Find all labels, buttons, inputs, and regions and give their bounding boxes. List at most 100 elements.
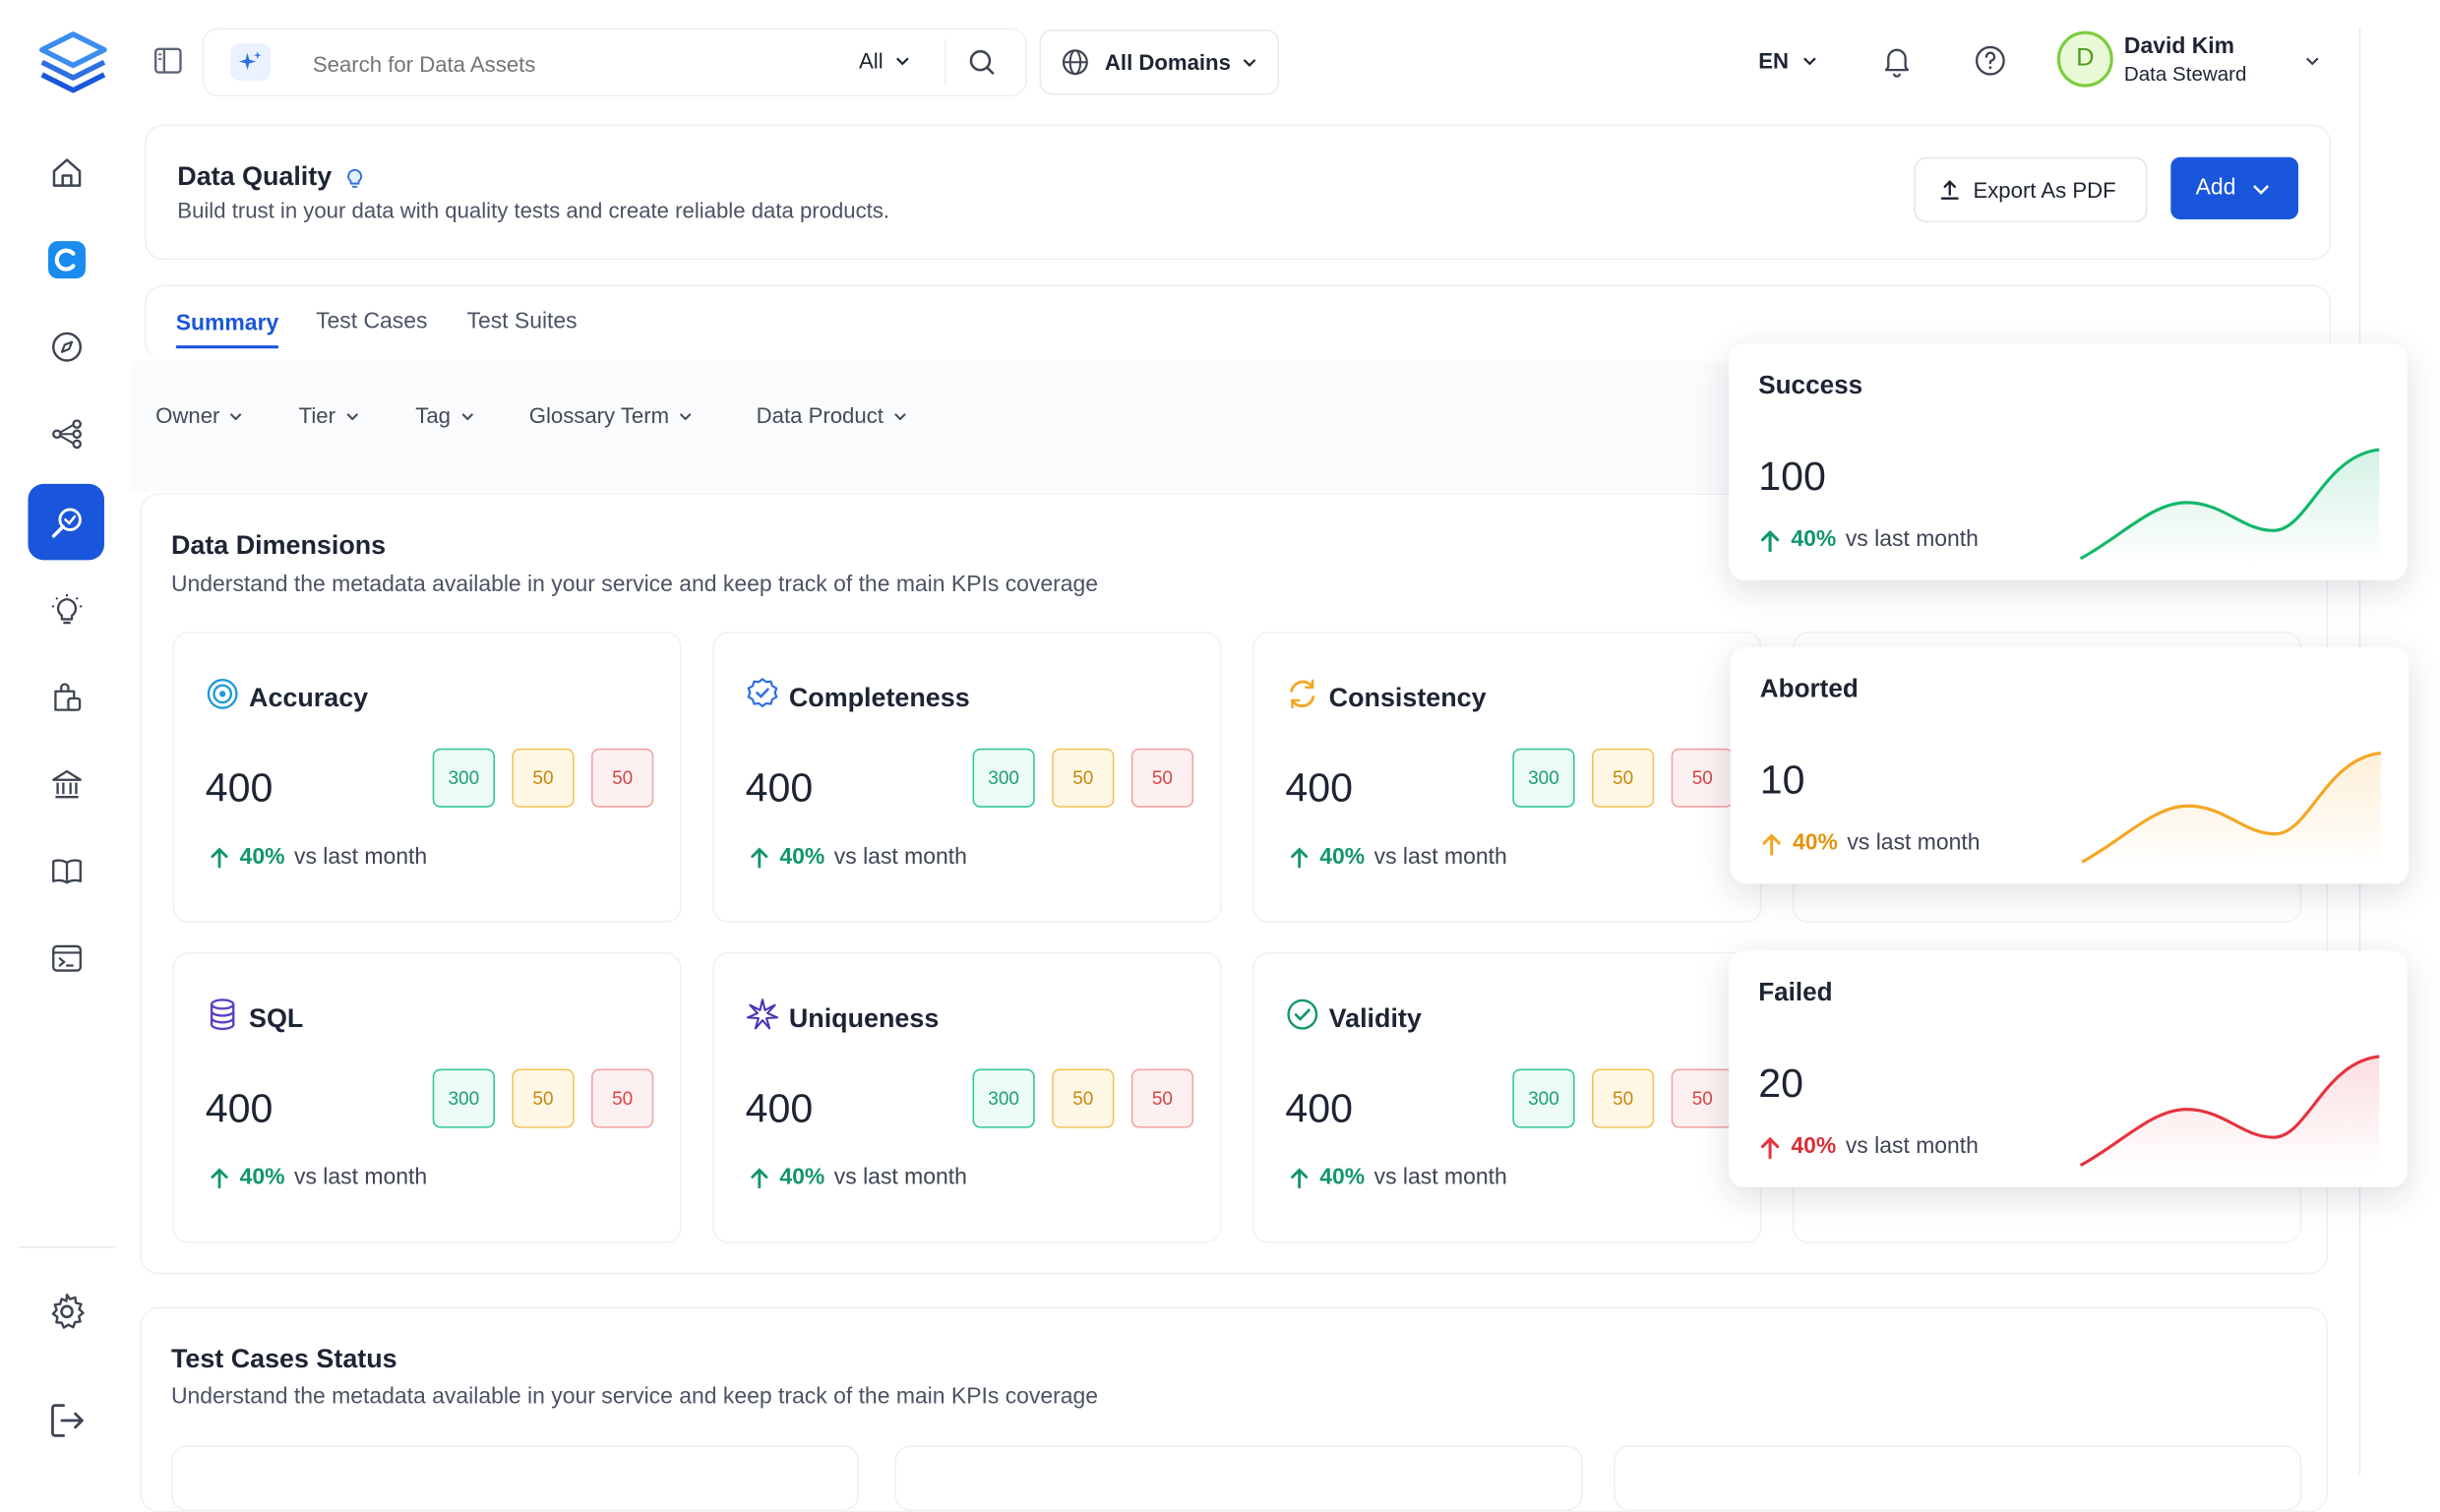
status-value: 20: [1758, 1059, 1803, 1107]
chevron-down-icon: [345, 412, 358, 420]
compass-icon: [51, 331, 82, 361]
success-count-chip: 300: [1512, 1068, 1575, 1128]
search-icon: [969, 49, 995, 75]
trend-row: 40% vs last month: [1760, 831, 1981, 856]
status-card-placeholder: [894, 1445, 1583, 1511]
bank-icon: [51, 769, 82, 798]
help-circle-icon: [1975, 45, 2005, 76]
filter-owner[interactable]: Owner: [155, 403, 245, 428]
filter-tag[interactable]: Tag: [415, 403, 475, 428]
tab-summary[interactable]: Summary: [175, 310, 279, 349]
avatar: D: [2056, 30, 2113, 88]
success-count-chip: 300: [432, 1068, 495, 1128]
sidebar-item-collate[interactable]: [28, 221, 103, 297]
tab-summary-label: Summary: [175, 311, 279, 336]
arrow-up-icon: [1760, 1136, 1780, 1159]
sidebar-item-governance[interactable]: [28, 746, 103, 821]
toggle-sidebar-button[interactable]: [152, 45, 184, 77]
aborted-count-chip: 50: [1052, 1068, 1115, 1128]
tab-test-cases[interactable]: Test Cases: [316, 310, 427, 334]
tab-test-cases-label: Test Cases: [316, 309, 428, 335]
page-title-text: Data Quality: [177, 161, 333, 192]
domain-selector[interactable]: All Domains: [1039, 30, 1280, 95]
chevron-down-icon: [2253, 185, 2270, 195]
aborted-count-chip: 50: [512, 1068, 575, 1128]
search-input[interactable]: [309, 44, 829, 83]
page-header: Data Quality Build trust in your data wi…: [145, 124, 2332, 261]
app-logo[interactable]: [37, 31, 109, 100]
dimension-total: 400: [205, 1084, 274, 1131]
trend-compare: vs last month: [1373, 1165, 1507, 1190]
export-pdf-label: Export As PDF: [1973, 177, 2116, 203]
dimension-card-validity[interactable]: Validity 400 300 50 50 40% vs last month: [1252, 951, 1762, 1243]
trend-percent: 40%: [1319, 1165, 1366, 1190]
language-dropdown[interactable]: EN: [1758, 48, 1819, 73]
chevron-down-icon: [893, 412, 906, 420]
tab-test-suites-label: Test Suites: [466, 309, 578, 335]
dimension-card-uniqueness[interactable]: Uniqueness 400 300 50 50 40% vs last mon…: [712, 951, 1222, 1243]
sidebar-item-insights[interactable]: [28, 571, 103, 646]
bell-icon: [1884, 48, 1910, 78]
add-label: Add: [2195, 175, 2236, 202]
sidebar-item-explore[interactable]: [28, 308, 103, 384]
search-button[interactable]: [966, 46, 998, 78]
sidebar-item-marketplace[interactable]: [28, 658, 103, 734]
chevron-down-icon: [679, 412, 692, 420]
failed-sparkline: [2079, 1055, 2380, 1172]
dimension-name: Validity: [1328, 1003, 1422, 1034]
search-bar: All: [202, 28, 1027, 97]
sidebar-item-data-quality[interactable]: [28, 483, 104, 561]
trend-compare: vs last month: [1373, 844, 1507, 871]
dimension-name: Completeness: [788, 683, 970, 713]
help-button[interactable]: [1973, 43, 2007, 78]
user-menu[interactable]: D David Kim Data Steward: [2056, 30, 2335, 91]
status-card-placeholder: [1614, 1445, 2302, 1511]
sidebar-item-glossary[interactable]: [28, 832, 103, 908]
dimension-name: SQL: [249, 1003, 304, 1034]
success-count-chip: 300: [432, 748, 495, 808]
filter-glossary-term[interactable]: Glossary Term: [529, 403, 695, 428]
tab-test-suites[interactable]: Test Suites: [466, 310, 577, 334]
tab-active-indicator: [175, 345, 279, 349]
filter-data-product[interactable]: Data Product: [757, 403, 909, 428]
add-button[interactable]: Add: [2170, 156, 2299, 220]
search-divider: [945, 38, 946, 86]
sidebar-item-home[interactable]: [28, 134, 103, 210]
sidebar-item-logout[interactable]: [28, 1381, 103, 1457]
status-card-success[interactable]: Success 100 40% vs last month: [1729, 343, 2408, 580]
dimension-card-completeness[interactable]: Completeness 400 300 50 50 40% vs last m…: [712, 632, 1222, 923]
sidebar-item-query[interactable]: [28, 920, 103, 996]
filter-glossary-term-label: Glossary Term: [528, 402, 670, 428]
export-pdf-button[interactable]: Export As PDF: [1914, 156, 2148, 223]
notifications-button[interactable]: [1880, 43, 1915, 78]
search-scope-dropdown[interactable]: All: [859, 48, 911, 73]
success-count-chip: 300: [1512, 748, 1575, 808]
dimension-card-consistency[interactable]: Consistency 400 300 50 50 40% vs last mo…: [1252, 632, 1762, 923]
chevron-down-icon: [460, 412, 473, 420]
dimension-total: 400: [1285, 763, 1354, 812]
book-open-icon: [51, 858, 82, 883]
sidebar-item-lineage[interactable]: [28, 395, 103, 471]
arrow-up-icon: [751, 847, 768, 869]
trend-row: 40% vs last month: [749, 1166, 967, 1190]
aborted-count-chip: 50: [1591, 1068, 1655, 1128]
trend-compare: vs last month: [1847, 830, 1981, 856]
sparkles-icon: [238, 51, 262, 71]
lightbulb-icon[interactable]: [342, 165, 367, 190]
failed-count-chip: 50: [591, 1068, 654, 1128]
status-card-failed[interactable]: Failed 20 40% vs last month: [1729, 950, 2408, 1187]
success-count-chip: 300: [972, 748, 1035, 808]
trend-percent: 40%: [779, 844, 825, 871]
ai-search-button[interactable]: [230, 43, 272, 82]
dimension-total: 400: [745, 1084, 814, 1131]
dimension-card-sql[interactable]: SQL 400 300 50 50 40% vs last month: [172, 951, 682, 1243]
section-subtitle: Understand the metadata available in you…: [170, 573, 1099, 598]
status-card-aborted[interactable]: Aborted 10 40% vs last month: [1730, 646, 2410, 884]
filter-tier[interactable]: Tier: [299, 403, 361, 428]
sidebar-item-settings[interactable]: [28, 1273, 103, 1349]
chevron-down-icon: [1803, 57, 1817, 66]
trend-row: 40% vs last month: [1289, 1166, 1507, 1190]
arrow-up-icon: [211, 1168, 228, 1189]
section-title: Test Cases Status: [170, 1344, 397, 1374]
dimension-card-accuracy[interactable]: Accuracy 400 300 50 50 40% vs last month: [172, 632, 682, 923]
